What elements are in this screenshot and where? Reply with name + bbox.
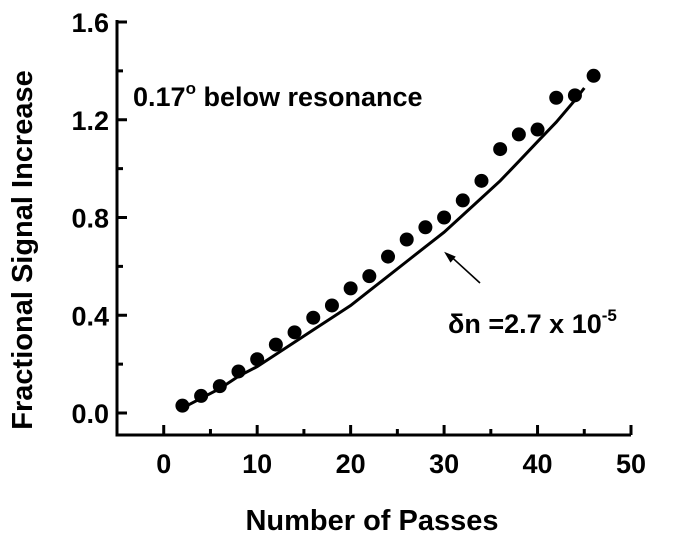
x-axis-title: Number of Passes	[245, 505, 498, 537]
data-point	[530, 122, 545, 137]
x-tick-label: 40	[523, 449, 553, 479]
y-tick-label: 0.4	[71, 301, 109, 331]
data-point	[511, 127, 526, 142]
data-point	[306, 310, 321, 325]
data-point	[437, 210, 452, 225]
x-tick-label: 10	[242, 449, 272, 479]
data-point	[381, 249, 396, 264]
data-point	[268, 337, 283, 352]
plot-area: 0 10 20 30 40 50 0.0 0.4 0.8 1.2 1.6	[71, 8, 646, 479]
data-point	[455, 193, 470, 208]
data-point	[493, 142, 508, 157]
data-point	[362, 269, 377, 284]
annotation-arrow-head	[444, 251, 456, 263]
data-point	[175, 398, 190, 413]
y-tick-label: 1.6	[71, 8, 109, 38]
fit-curve	[181, 87, 586, 410]
data-point	[399, 232, 414, 247]
data-point	[474, 173, 489, 188]
data-point	[567, 88, 582, 103]
y-tick-label: 1.2	[71, 106, 109, 136]
data-point	[549, 90, 564, 105]
data-point	[231, 364, 246, 379]
y-tick-label: 0.0	[71, 399, 109, 429]
data-point	[343, 281, 358, 296]
data-point	[586, 68, 601, 83]
data-point	[250, 352, 265, 367]
fit-label-main: δn =2.7 x 10	[448, 309, 602, 339]
condition-value: 0.17	[133, 82, 186, 112]
y-axis-title: Fractional Signal Increase	[7, 70, 39, 429]
fit-annotation: δn =2.7 x 10-5	[448, 306, 617, 339]
x-tick-label: 20	[336, 449, 366, 479]
condition-degree: o	[186, 79, 196, 98]
fit-label-exponent: -5	[602, 306, 617, 325]
annotation-arrow-line	[449, 255, 481, 284]
y-tick-label: 0.8	[71, 204, 109, 234]
condition-text: below resonance	[196, 82, 423, 112]
data-point	[324, 298, 339, 313]
condition-annotation: 0.17o below resonance	[133, 79, 423, 112]
data-point	[418, 220, 433, 235]
x-tick-label: 30	[429, 449, 459, 479]
x-tick-label: 50	[616, 449, 646, 479]
x-tick-label: 0	[156, 449, 171, 479]
data-point	[287, 325, 302, 340]
data-point	[212, 379, 227, 394]
data-point	[194, 388, 209, 403]
